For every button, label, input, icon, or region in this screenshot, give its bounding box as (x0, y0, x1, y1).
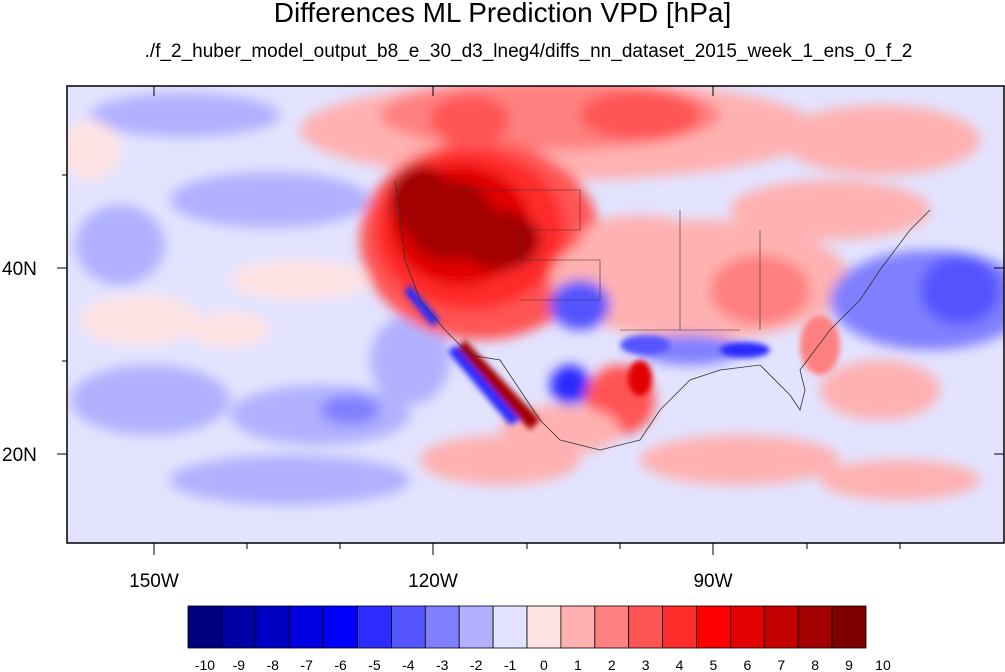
colorbar-label: 10 (875, 657, 891, 672)
colorbar-swatch (628, 605, 664, 649)
anomaly-field-smooth (67, 86, 1004, 505)
colorbar-label: 8 (811, 657, 819, 672)
colorbar-label: -1 (504, 657, 517, 672)
colorbar-swatch (560, 605, 596, 649)
figure-subtitle: ./f_2_huber_model_output_b8_e_30_d3_lneg… (144, 41, 913, 62)
colorbar-swatch (662, 605, 697, 649)
colorbar-swatch (797, 605, 833, 649)
colorbar-label: -4 (402, 657, 415, 672)
colorbar-swatch (323, 605, 358, 649)
colorbar: -10 -9 -8 -7 -6 -5 -4 -3 -2 -1 0 1 2 3 4 5 6 7 8 9 10 (187, 605, 891, 672)
colorbar-swatch (289, 605, 325, 649)
colorbar-swatch (594, 605, 630, 649)
colorbar-label: 4 (676, 657, 684, 672)
colorbar-label: 9 (845, 657, 853, 672)
colorbar-label: 6 (743, 657, 751, 672)
colorbar-swatch (390, 605, 426, 649)
colorbar-swatch (357, 605, 392, 649)
colorbar-label: 5 (710, 657, 718, 672)
lon-ticks (153, 86, 901, 555)
coastline (394, 179, 931, 451)
map-field (67, 86, 1004, 543)
colorbar-label: -7 (300, 657, 313, 672)
lon-label-150w: 150W (129, 571, 179, 592)
colorbar-swatch (424, 605, 460, 649)
colorbar-label: -8 (267, 657, 280, 672)
anomaly-field-detail (404, 285, 840, 430)
colorbar-label: 7 (777, 657, 785, 672)
colorbar-swatch (255, 605, 291, 649)
colorbar-label: -2 (470, 657, 483, 672)
figure-title: Differences ML Prediction VPD [hPa] (273, 0, 732, 28)
colorbar-label: -5 (368, 657, 381, 672)
colorbar-label: -10 (195, 657, 215, 672)
lat-label-20n: 20N (2, 445, 37, 466)
map-frame (66, 85, 1005, 544)
colorbar-label: -3 (436, 657, 449, 672)
colorbar-label: 3 (642, 657, 650, 672)
colorbar-swatch (696, 605, 731, 649)
colorbar-swatch (763, 605, 799, 649)
lat-label-40n: 40N (2, 259, 37, 280)
lon-label-120w: 120W (408, 571, 458, 592)
colorbar-swatch (831, 605, 867, 649)
state-boundaries (460, 189, 761, 331)
colorbar-label: 2 (608, 657, 616, 672)
colorbar-label: 1 (574, 657, 582, 672)
colorbar-label: -6 (334, 657, 347, 672)
colorbar-label: -9 (233, 657, 246, 672)
colorbar-swatch (526, 605, 562, 649)
colorbar-swatch (730, 605, 765, 649)
colorbar-swatch (492, 605, 528, 649)
lat-ticks (57, 174, 1004, 455)
colorbar-swatch (187, 605, 223, 649)
colorbar-label: 0 (540, 657, 548, 672)
colorbar-swatch (221, 605, 257, 649)
colorbar-swatch (458, 605, 494, 649)
lon-label-90w: 90W (693, 571, 732, 592)
